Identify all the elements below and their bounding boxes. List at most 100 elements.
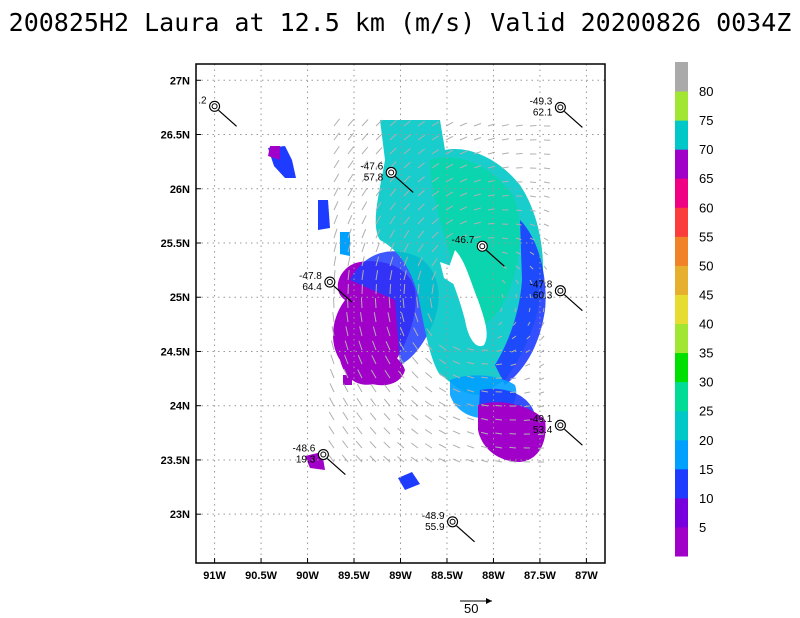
- wind-arrow: [403, 229, 410, 239]
- dropsonde-pressure: .2: [198, 95, 207, 106]
- wind-arrow: [487, 222, 495, 225]
- wind-arrow: [538, 419, 545, 422]
- wind-arrow: [417, 270, 422, 281]
- wind-arrow: [510, 377, 517, 380]
- wind-arrow: [383, 427, 391, 435]
- colorbar-swatch: [675, 468, 688, 499]
- wind-arrow: [431, 204, 439, 211]
- wind-arrow: [459, 178, 468, 183]
- wind-arrow: [487, 137, 496, 141]
- wind-arrow: [452, 402, 461, 407]
- wind-arrow: [459, 122, 468, 127]
- lat-label: 23.5N: [161, 455, 190, 467]
- wind-arrow: [398, 341, 405, 351]
- colorbar-swatch: [675, 410, 688, 441]
- wind-arrow: [495, 446, 503, 449]
- wind-barb: [456, 525, 475, 543]
- colorbar-swatch: [675, 178, 688, 208]
- wind-arrow: [375, 133, 383, 141]
- colorbar-swatch: [675, 62, 688, 92]
- wind-arrow: [329, 397, 335, 407]
- wind-arrow: [529, 237, 535, 241]
- wind-arrow: [540, 335, 545, 340]
- wind-arrow: [386, 326, 391, 337]
- dropsonde: -47.864.4: [299, 271, 353, 303]
- wind-arrow: [403, 284, 406, 295]
- wind-arrow: [473, 179, 482, 183]
- wind-arrow: [473, 193, 482, 197]
- wind-arrow: [495, 460, 503, 463]
- colorbar-label: 70: [699, 142, 713, 157]
- colorbar-label: 35: [699, 346, 713, 361]
- dropsonde-pressure: -47.8: [530, 280, 553, 291]
- colorbar-swatch: [675, 91, 688, 121]
- colorbar-label: 30: [699, 375, 713, 390]
- wind-arrow: [333, 173, 340, 183]
- wind-arrow: [344, 340, 349, 351]
- wind-arrow: [524, 377, 531, 381]
- dropsonde-speed: 53.4: [533, 425, 553, 436]
- wind-barb: [563, 428, 583, 446]
- wind-arrow: [424, 429, 433, 435]
- wind-arrow: [355, 426, 363, 435]
- wind-arrow: [527, 321, 531, 326]
- wind-arrow: [438, 415, 447, 421]
- wind-arrow: [416, 298, 419, 309]
- colorbar-label: 75: [699, 113, 713, 128]
- wind-arrow: [397, 427, 405, 435]
- wind-arrow: [343, 369, 349, 379]
- wind-arrow: [540, 349, 545, 354]
- wind-arrow: [524, 405, 531, 408]
- dropsonde: -48.619.3: [293, 444, 346, 475]
- wind-arrow: [344, 354, 349, 365]
- wind-arrow: [452, 430, 461, 435]
- wind-arrow: [333, 256, 337, 267]
- wind-arrow: [361, 201, 368, 211]
- wind-arrow: [411, 428, 419, 435]
- wind-arrow: [333, 214, 339, 225]
- wind-arrow: [375, 119, 383, 127]
- wind-arrow: [333, 159, 340, 169]
- wind-arrow: [417, 134, 426, 141]
- wind-arrow: [529, 279, 533, 284]
- wind-arrow: [333, 118, 341, 127]
- wind-arrow: [417, 120, 426, 127]
- wind-arrow: [356, 383, 363, 393]
- wind-arrow: [481, 404, 489, 407]
- wind-arrow: [431, 176, 440, 183]
- colorbar-swatch: [675, 120, 688, 150]
- wind-arrow: [496, 363, 503, 366]
- wind-barb: [333, 285, 353, 303]
- wind-arrow: [375, 160, 383, 169]
- wind-arrow: [361, 187, 368, 197]
- wind-arrow: [389, 147, 397, 155]
- dropsondes: .2 -49.362.1-47.657.8-46.7-47.864.4 -47.86…: [198, 95, 583, 543]
- wind-arrow: [371, 355, 377, 365]
- dropsonde-inner-ring: [449, 518, 456, 525]
- wind-arrow: [369, 455, 377, 463]
- dropsonde-speed: 19.3: [296, 455, 316, 466]
- wind-arrow: [466, 431, 475, 435]
- dropsonde-speed: 60.3: [533, 291, 553, 302]
- wind-barb: [485, 249, 505, 267]
- dropsonde-inner-ring: [320, 451, 327, 458]
- wind-speed-region: [398, 472, 420, 490]
- wind-arrow: [411, 385, 419, 393]
- wind-arrow: [431, 149, 440, 155]
- wind-arrow: [537, 433, 545, 436]
- wind-arrow: [412, 342, 419, 351]
- wind-arrow: [543, 293, 546, 299]
- wind-arrow: [331, 326, 335, 337]
- wind-arrow: [375, 215, 382, 225]
- latitude-labels: 27N 26.5N 26N 25.5N 25N 24.5N 24N 23.5N 23N: [161, 75, 190, 521]
- wind-arrow: [347, 187, 354, 197]
- wind-arrow: [525, 349, 531, 354]
- wind-arrow: [425, 386, 433, 393]
- dropsonde-speed: 55.9: [425, 522, 445, 533]
- wind-arrow: [347, 214, 353, 225]
- wind-arrow: [398, 356, 405, 365]
- wind-arrow: [403, 243, 409, 253]
- wind-arrow: [370, 383, 377, 393]
- wind-arrow: [401, 312, 405, 323]
- lon-label: 87W: [575, 570, 598, 582]
